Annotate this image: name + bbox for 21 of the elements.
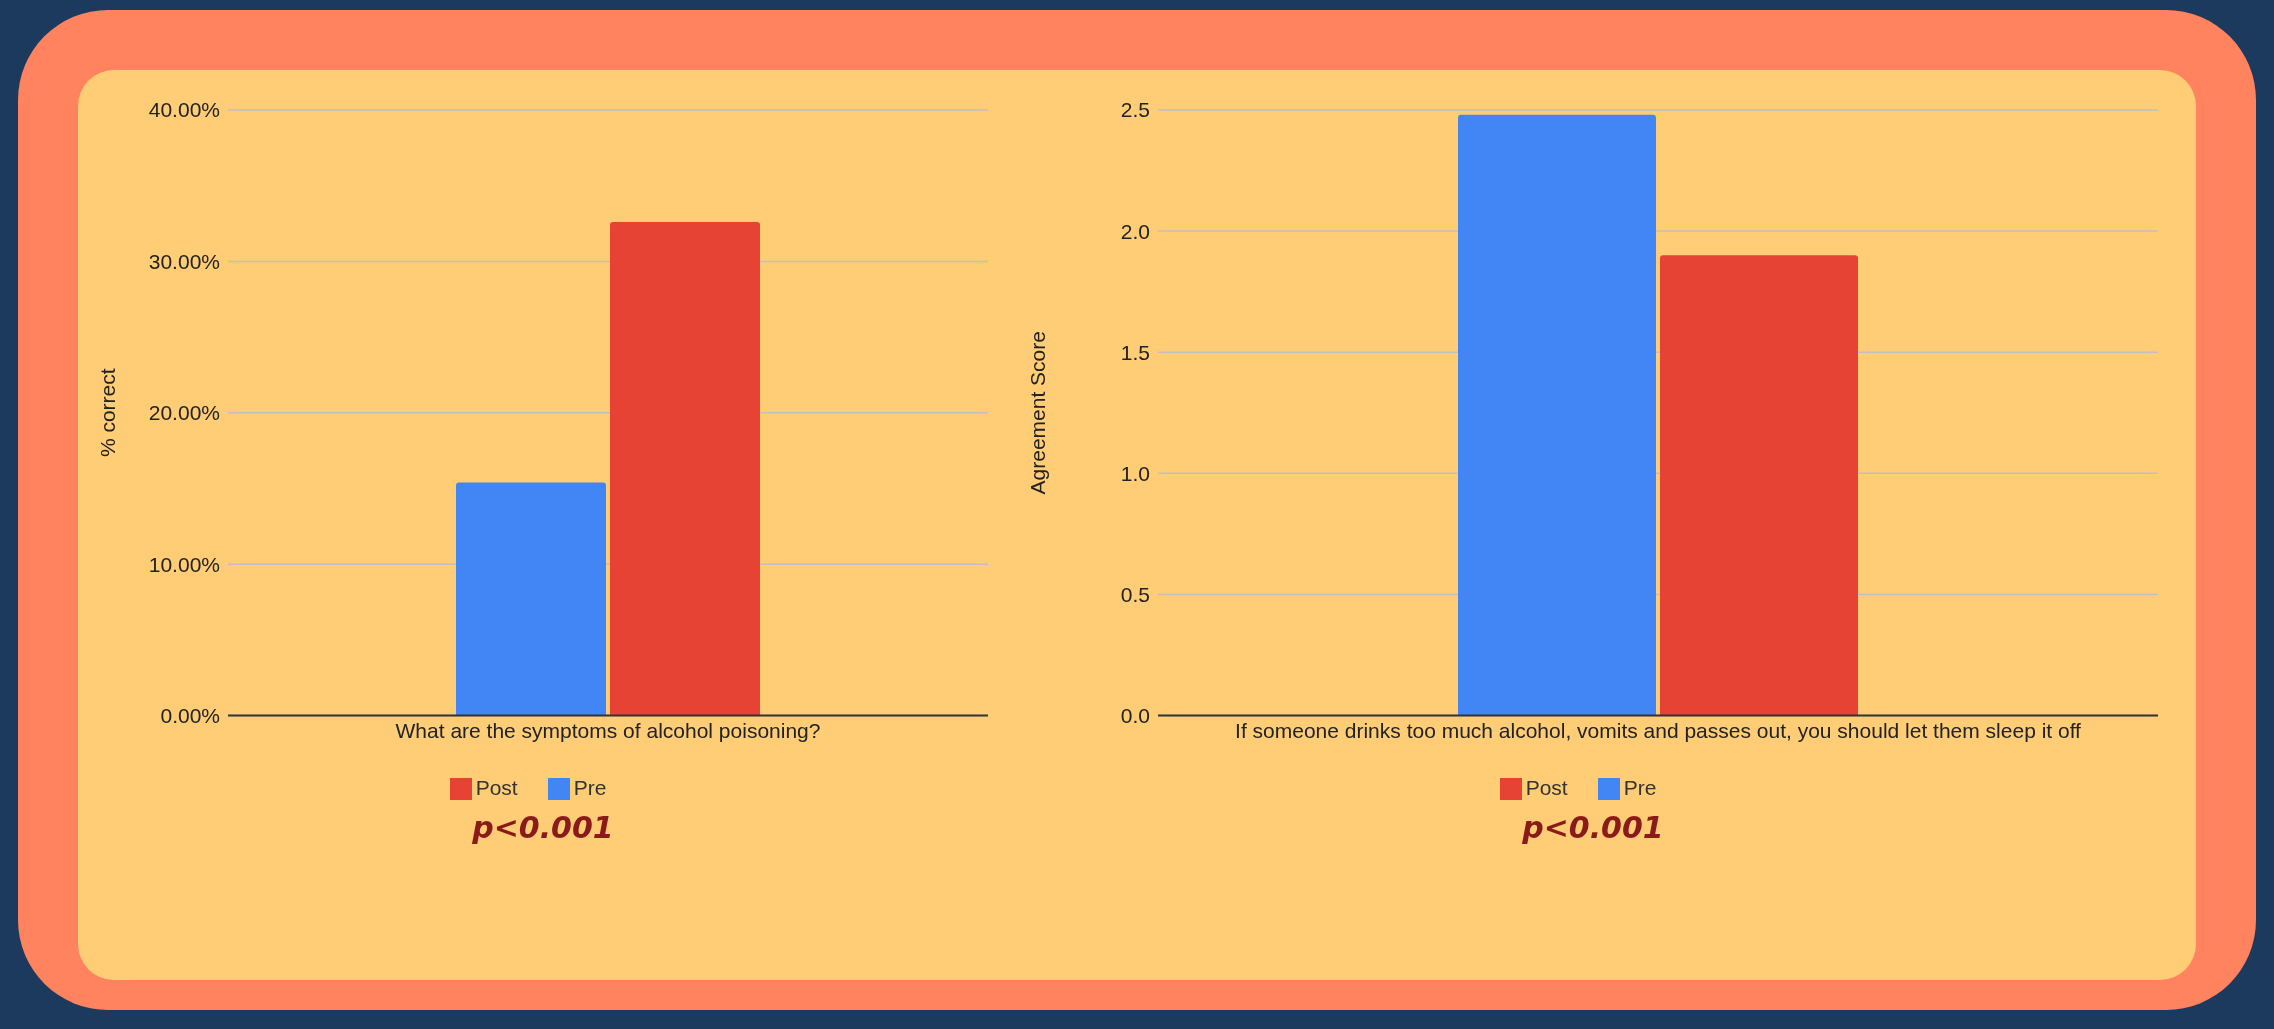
y-tick-label: 0.5 xyxy=(1120,582,1150,606)
legend-label: Pre xyxy=(573,775,607,799)
legend-label: Post xyxy=(475,775,518,799)
y-tick-label: 1.5 xyxy=(1120,340,1150,364)
x-tick-label: If someone drinks too much alcohol, vomits and passes out, you should let them sleep it off xyxy=(1235,719,2082,743)
text: p<0.001 xyxy=(472,810,614,845)
text: p<0.001 xyxy=(1522,810,1664,845)
y-tick-label: 30.00% xyxy=(148,249,220,273)
y-tick-label: 10.00% xyxy=(148,552,220,576)
y-tick-label: 2.5 xyxy=(1120,98,1150,122)
x-tick-label: What are the symptoms of alcohol poisoning? xyxy=(395,719,821,743)
y-tick-label: 20.00% xyxy=(148,401,220,425)
y-tick-label: 1.0 xyxy=(1120,461,1150,485)
y-tick-label: 0.00% xyxy=(160,704,220,727)
y-tick-label: 40.00% xyxy=(148,98,220,122)
y-axis-title: Agreement Score xyxy=(1026,331,1050,495)
y-axis-title: % correct xyxy=(96,368,120,458)
y-tick-label: 2.0 xyxy=(1120,219,1150,243)
legend-label: Pre xyxy=(1623,775,1657,799)
y-tick-label: 0.0 xyxy=(1120,704,1150,727)
legend-label: Post xyxy=(1525,775,1568,799)
